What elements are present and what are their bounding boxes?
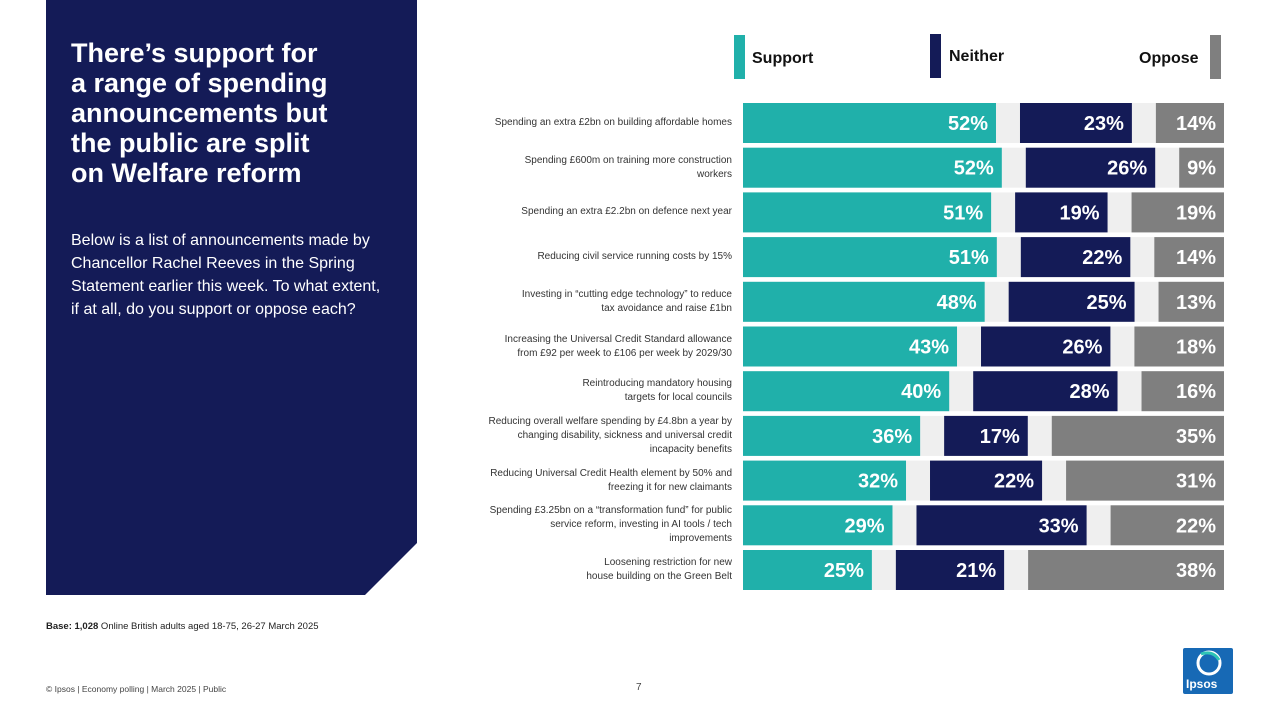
footer-text: © Ipsos | Economy polling | March 2025 |…: [46, 684, 227, 694]
category-label: Loosening restriction for new house buil…: [586, 557, 732, 582]
bar-support: [743, 103, 996, 143]
bar-neither: [973, 371, 1118, 412]
data-label-support: 32%: [858, 471, 898, 493]
bar-oppose: [1028, 550, 1224, 590]
page-title: There’s support for a range of spending …: [71, 38, 328, 188]
bar-oppose: [1131, 192, 1224, 233]
bar-neither: [1025, 147, 1156, 188]
data-label-support: 51%: [943, 202, 983, 224]
category-label: Spending £3.25bn on a “transformation fu…: [489, 505, 732, 545]
data-label-neither: 22%: [1082, 247, 1122, 269]
data-label-support: 40%: [901, 381, 941, 403]
category-label: Reintroducing mandatory housing targets …: [582, 378, 732, 404]
data-label-neither: 22%: [994, 471, 1034, 493]
logo-text: Ipsos: [1186, 677, 1218, 691]
bar-neither: [944, 415, 1028, 456]
data-label-neither: 17%: [980, 426, 1020, 448]
bar-neither: [916, 505, 1087, 546]
bar-support: [743, 550, 872, 590]
bar-oppose: [1154, 237, 1224, 278]
bar-oppose: [1051, 415, 1224, 456]
data-label-support: 51%: [949, 247, 989, 269]
bar-oppose: [1155, 103, 1224, 143]
category-label: Spending £600m on training more construc…: [524, 154, 732, 180]
bar-oppose: [1134, 326, 1224, 367]
data-label-support: 25%: [824, 560, 864, 582]
legend-oppose-label: Oppose: [1139, 50, 1199, 67]
data-label-oppose: 18%: [1176, 337, 1216, 359]
title-panel: There’s support for a range of spending …: [46, 0, 417, 595]
data-label-oppose: 13%: [1176, 292, 1216, 314]
bar-neither: [1020, 237, 1131, 278]
data-label-oppose: 22%: [1176, 515, 1216, 537]
bar-support: [743, 237, 997, 278]
legend-support-swatch: [734, 35, 745, 79]
category-label: Spending an extra £2bn on building affor…: [494, 117, 732, 128]
bar-neither: [981, 326, 1111, 367]
bar-neither: [1008, 281, 1135, 322]
data-label-support: 52%: [948, 113, 988, 135]
data-label-oppose: 19%: [1176, 202, 1216, 224]
base-note: Base: 1,028 Online British adults aged 1…: [46, 621, 319, 632]
data-label-oppose: 14%: [1176, 247, 1216, 269]
bar-neither: [1015, 192, 1108, 233]
bar-support: [743, 281, 985, 322]
data-label-neither: 25%: [1087, 292, 1127, 314]
legend-neither-swatch: [930, 34, 941, 78]
bar-neither: [1019, 103, 1132, 143]
bar-support: [743, 147, 1002, 188]
legend-neither-label: Neither: [949, 48, 1005, 65]
data-label-oppose: 31%: [1176, 471, 1216, 493]
data-label-neither: 26%: [1107, 158, 1147, 180]
data-label-support: 36%: [872, 426, 912, 448]
bar-support: [743, 415, 921, 456]
bar-oppose: [1179, 147, 1224, 188]
category-label: Increasing the Universal Credit Standard…: [504, 333, 732, 359]
data-label-support: 43%: [909, 337, 949, 359]
category-label: Investing in “cutting edge technology” t…: [521, 288, 732, 314]
bar-oppose: [1066, 460, 1224, 501]
bar-neither: [930, 460, 1043, 501]
data-label-neither: 26%: [1062, 337, 1102, 359]
bar-support: [743, 505, 893, 546]
bar-oppose: [1158, 281, 1224, 322]
bar-neither: [895, 550, 1005, 590]
category-label: Reducing Universal Credit Health element…: [490, 467, 732, 493]
data-label-neither: 28%: [1069, 381, 1109, 403]
data-label-oppose: 38%: [1176, 560, 1216, 582]
data-label-oppose: 16%: [1176, 381, 1216, 403]
base-note-text: Online British adults aged 18-75, 26-27 …: [98, 621, 319, 632]
bar-oppose: [1110, 505, 1224, 546]
base-note-label: Base: 1,028: [46, 621, 99, 632]
bar-oppose: [1141, 371, 1224, 412]
data-label-neither: 33%: [1039, 515, 1079, 537]
data-label-oppose: 35%: [1176, 426, 1216, 448]
data-label-neither: 19%: [1060, 202, 1100, 224]
category-label: Spending an extra £2.2bn on defence next…: [521, 206, 732, 218]
category-label: Reducing overall welfare spending by £4.…: [488, 415, 733, 455]
page-number: 7: [636, 682, 642, 693]
data-label-neither: 23%: [1084, 113, 1124, 135]
question-text: Below is a list of announcements made by…: [71, 232, 381, 318]
data-label-support: 48%: [937, 292, 977, 314]
data-label-support: 52%: [954, 158, 994, 180]
data-label-oppose: 14%: [1176, 113, 1216, 135]
data-label-support: 29%: [844, 515, 884, 537]
bar-support: [743, 460, 907, 501]
category-label: Reducing civil service running costs by …: [537, 251, 732, 263]
bar-support: [743, 326, 958, 367]
data-label-oppose: 9%: [1187, 158, 1216, 180]
ipsos-logo: Ipsos: [1183, 648, 1233, 694]
bar-support: [743, 192, 992, 233]
logo-mark-icon: [1196, 650, 1222, 676]
legend-support-label: Support: [752, 50, 814, 67]
legend-oppose-swatch: [1210, 35, 1221, 79]
bar-support: [743, 371, 950, 412]
data-label-neither: 21%: [956, 560, 996, 582]
